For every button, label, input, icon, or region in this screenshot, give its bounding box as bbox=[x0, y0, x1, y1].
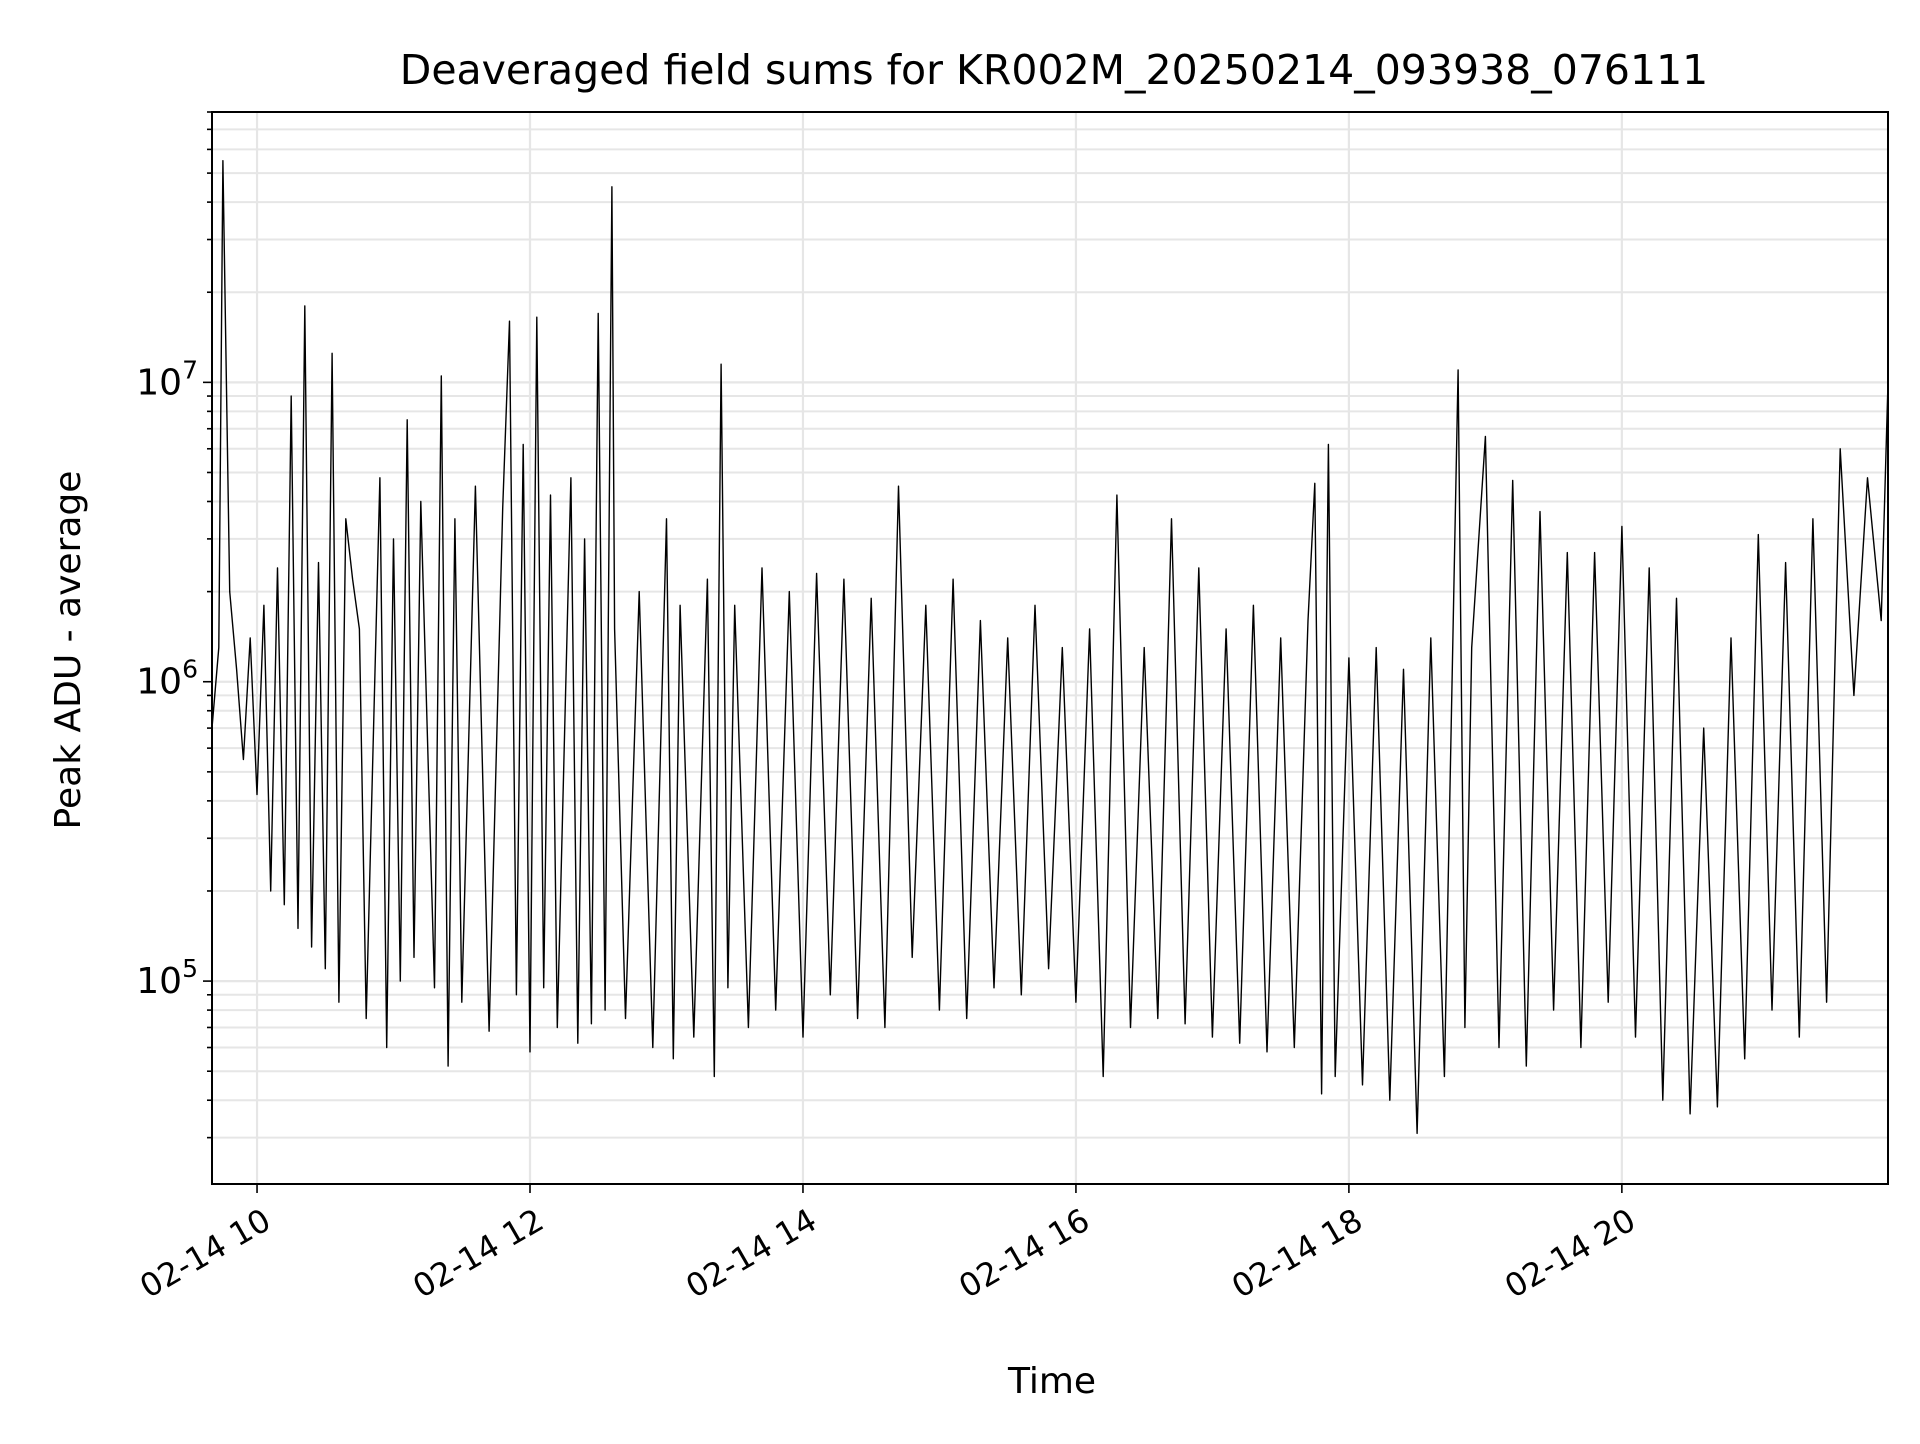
plot-frame bbox=[211, 111, 1889, 1185]
y-tick-label: 106 bbox=[136, 655, 198, 703]
tick-layer: 02-14 10 02-14 12 02-14 14 02-14 16 02-14 18… bbox=[133, 111, 1642, 1306]
chart-title: Deaveraged field sums for KR002M_2025021… bbox=[400, 46, 1709, 94]
x-tick-label: 02-14 20 bbox=[1498, 1201, 1642, 1306]
x-tick-label: 02-14 10 bbox=[133, 1201, 277, 1306]
x-tick-label: 02-14 16 bbox=[952, 1201, 1096, 1306]
x-tick-label: 02-14 14 bbox=[679, 1201, 823, 1306]
x-tick-label: 02-14 18 bbox=[1225, 1201, 1369, 1306]
grid-layer bbox=[212, 111, 1888, 1184]
y-tick-label: 105 bbox=[136, 954, 198, 1002]
x-tick-label: 02-14 12 bbox=[406, 1201, 550, 1306]
series-layer bbox=[211, 160, 1889, 1135]
x-axis-label: Time bbox=[1007, 1361, 1096, 1402]
y-tick-label: 107 bbox=[136, 355, 198, 403]
y-axis-label: Peak ADU - average bbox=[48, 471, 89, 830]
series-line bbox=[211, 160, 1889, 1135]
